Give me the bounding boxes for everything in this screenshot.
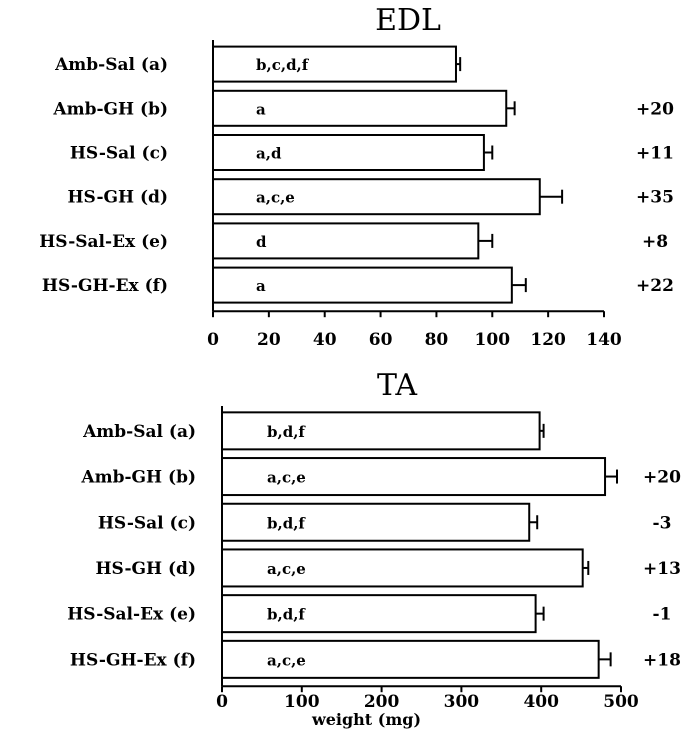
- percent-change-label: +20: [636, 99, 674, 119]
- percent-change-label: +11: [636, 144, 674, 164]
- x-tick-label: 100: [475, 330, 511, 350]
- x-tick-label: 200: [364, 692, 400, 712]
- significance-label: b,d,f: [267, 514, 306, 532]
- significance-label: b,c,d,f: [256, 56, 310, 74]
- significance-label: a,c,e: [267, 469, 306, 487]
- percent-change-label: +20: [643, 468, 681, 488]
- percent-change-label: +8: [642, 232, 668, 252]
- x-tick-label: 0: [216, 692, 228, 712]
- bar: [221, 502, 531, 542]
- x-tick-label: 0: [207, 330, 219, 350]
- category-label: HS-Sal-Ex (e): [67, 605, 196, 625]
- percent-change-label: +18: [643, 650, 681, 670]
- category-label: HS-Sal (c): [70, 144, 168, 164]
- category-label: Amb-GH (b): [52, 99, 168, 119]
- percent-change-label: -1: [653, 605, 672, 625]
- significance-label: a,c,e: [267, 651, 306, 669]
- bar: [212, 134, 485, 171]
- x-tick-label: 120: [530, 330, 566, 350]
- x-axis-label: weight (mg): [311, 710, 421, 729]
- category-label: HS-GH (d): [96, 559, 197, 579]
- significance-label: a,d: [256, 145, 282, 163]
- significance-label: b,d,f: [267, 606, 306, 624]
- chart-edl: EDL Amb-Sal (a) b,c,d,f Amb-GH (b) a +20 HS-Sa…: [39, 3, 674, 350]
- percent-change-label: +13: [643, 559, 681, 579]
- chart-title: EDL: [375, 3, 441, 38]
- significance-label: a: [256, 100, 266, 118]
- percent-change-label: +35: [636, 188, 674, 208]
- category-label: HS-Sal-Ex (e): [39, 232, 168, 252]
- x-tick-label: 80: [425, 330, 449, 350]
- x-tick-label: 300: [444, 692, 480, 712]
- bar: [212, 222, 480, 260]
- percent-change-label: -3: [653, 513, 672, 533]
- x-tick-label: 400: [523, 692, 559, 712]
- x-tick-label: 500: [603, 692, 639, 712]
- bar: [221, 411, 541, 451]
- chart-ta: TA Amb-Sal (a) b,d,f Amb-GH (b) a,c,e +20 HS-S…: [67, 368, 681, 729]
- chart-title: TA: [377, 368, 417, 403]
- significance-label: a: [256, 277, 266, 295]
- bar: [212, 45, 457, 83]
- significance-label: b,d,f: [267, 423, 306, 441]
- x-tick-label: 140: [586, 330, 622, 350]
- bar: [221, 594, 537, 634]
- category-label: HS-GH-Ex (f): [70, 650, 196, 670]
- x-tick-label: 60: [369, 330, 393, 350]
- category-label: Amb-GH (b): [80, 468, 196, 488]
- percent-change-label: +22: [636, 276, 674, 296]
- significance-label: a,c,e: [267, 560, 306, 578]
- x-tick-label: 100: [284, 692, 320, 712]
- category-label: HS-GH-Ex (f): [42, 276, 168, 296]
- significance-label: a,c,e: [256, 189, 295, 207]
- category-label: HS-Sal (c): [98, 513, 196, 533]
- x-tick-label: 40: [313, 330, 337, 350]
- category-label: Amb-Sal (a): [54, 55, 168, 75]
- category-label: HS-GH (d): [68, 188, 169, 208]
- x-tick-label: 20: [257, 330, 281, 350]
- category-label: Amb-Sal (a): [82, 422, 196, 442]
- significance-label: d: [256, 233, 267, 251]
